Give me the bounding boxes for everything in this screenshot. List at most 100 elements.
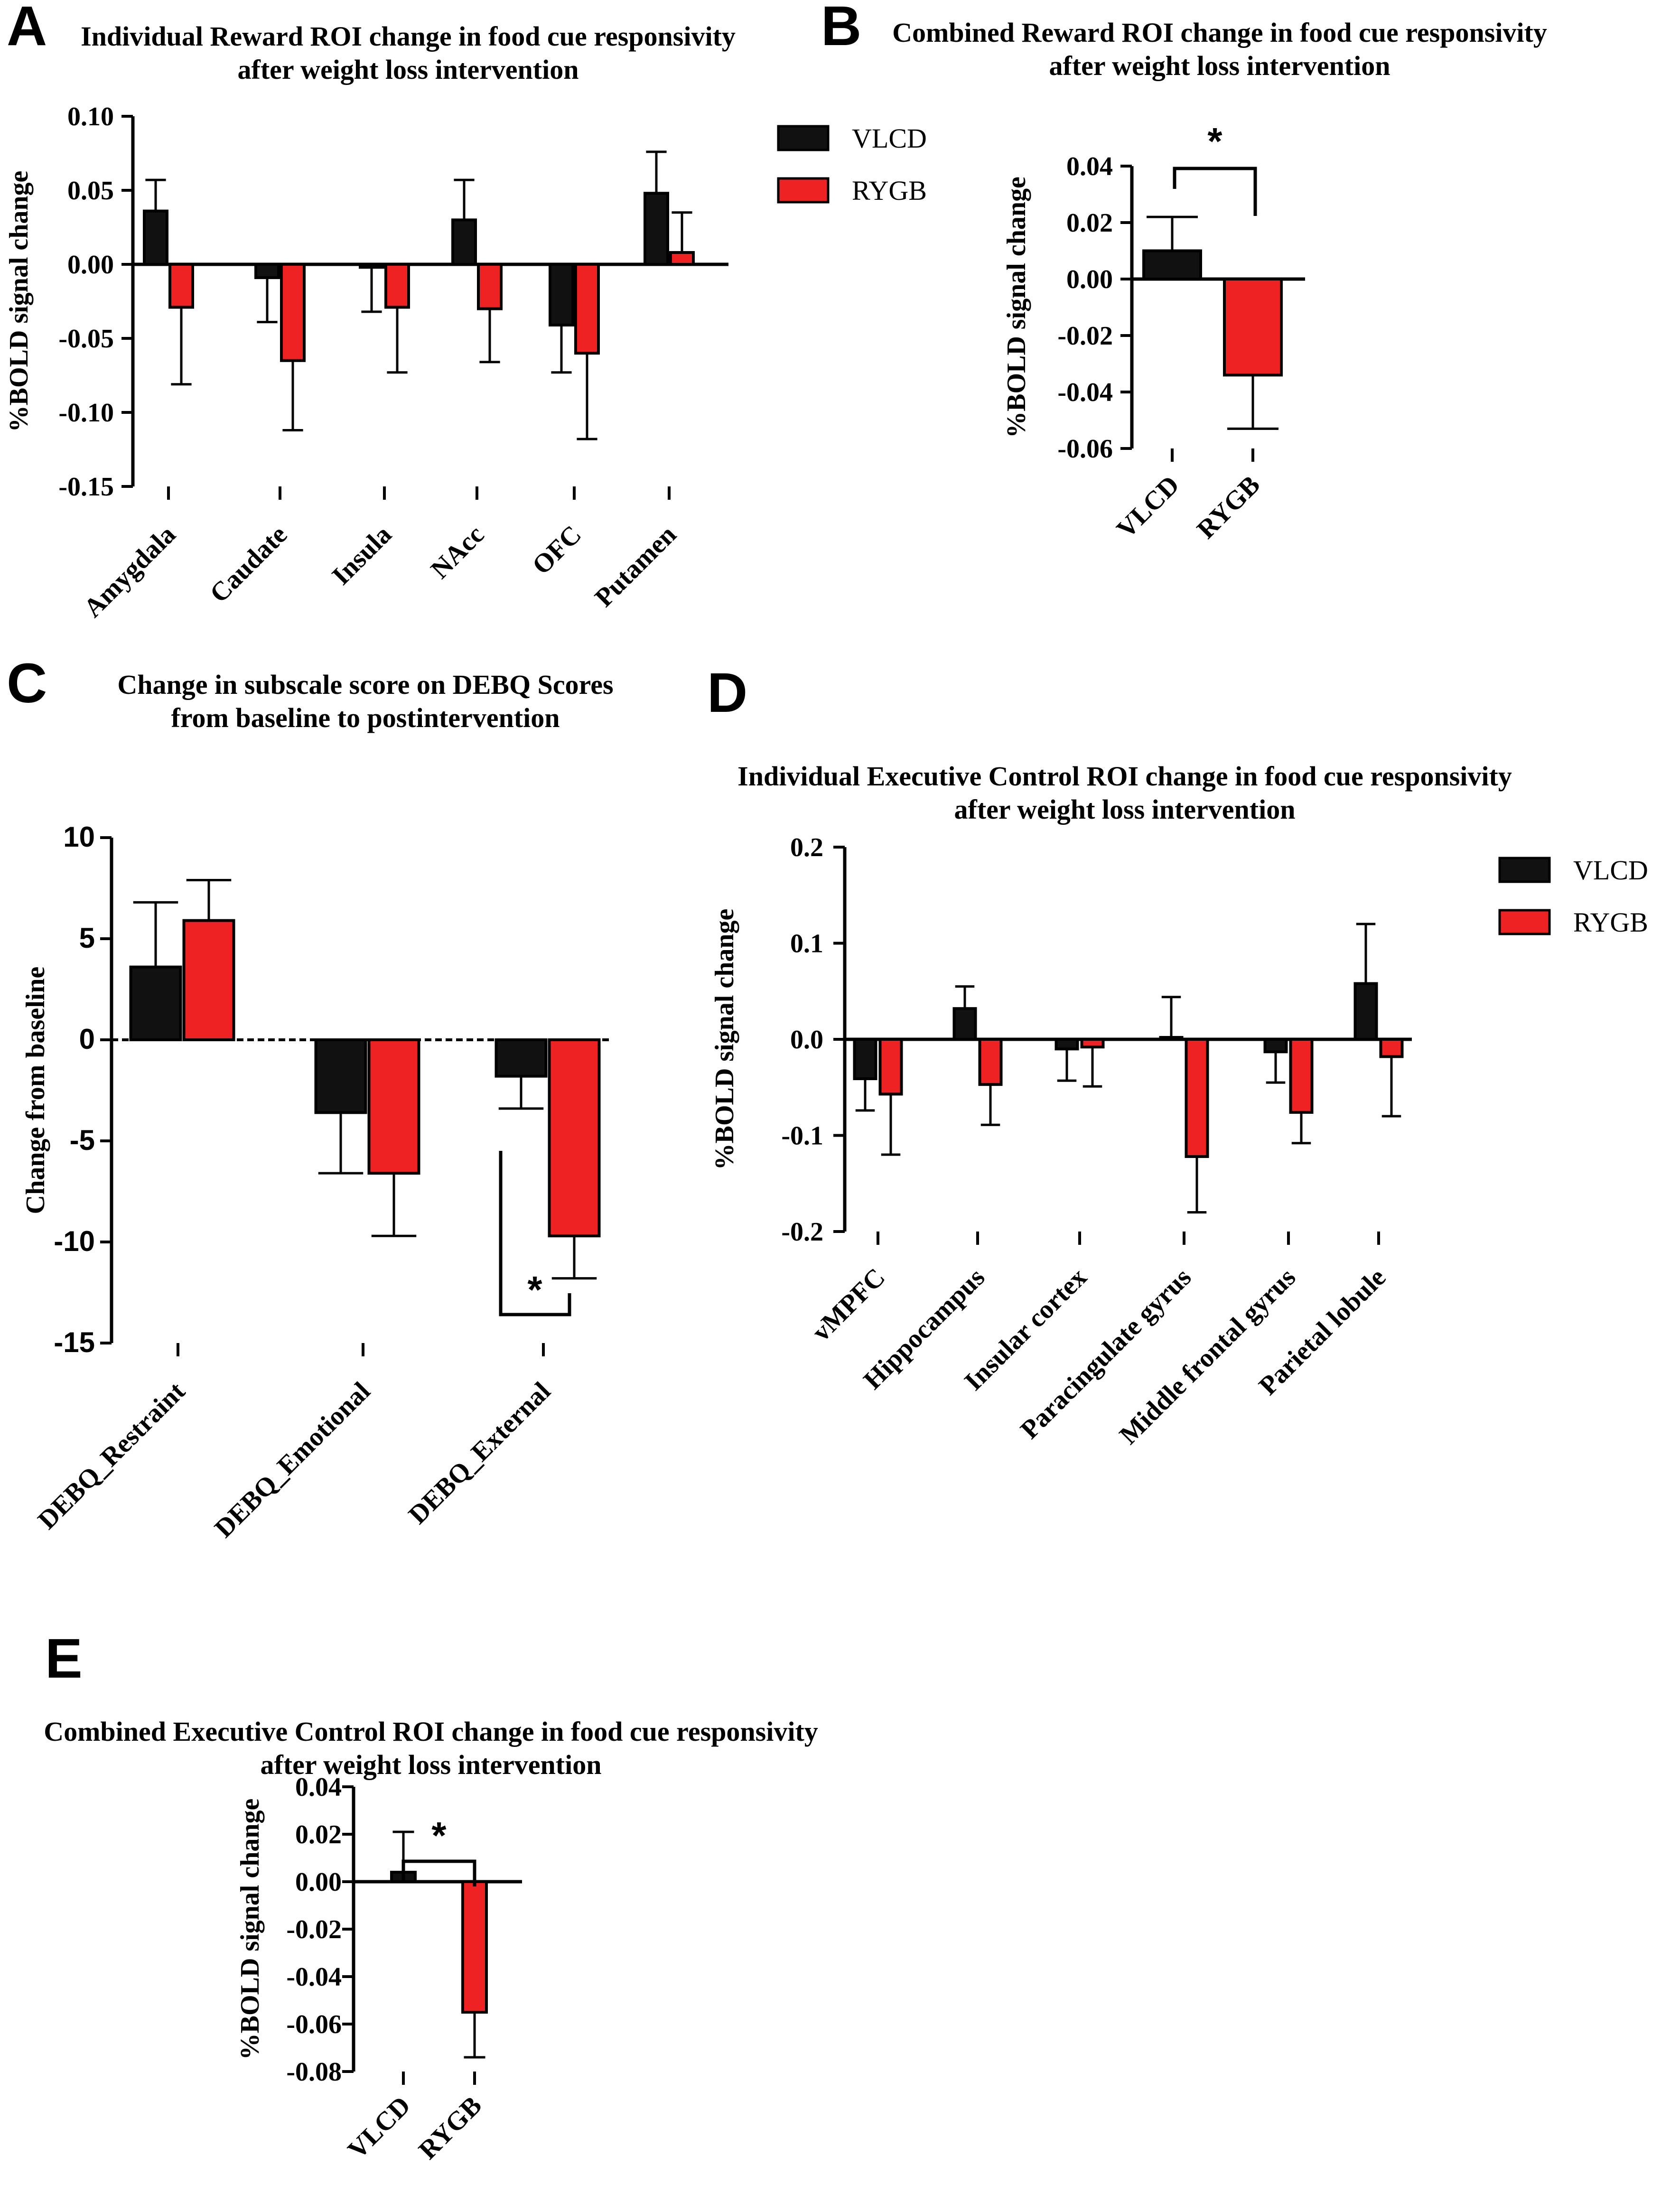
y-tick-label: 0.00 <box>1066 265 1113 294</box>
bar-vlcd <box>451 218 477 266</box>
legend-vlcd-swatch <box>777 125 830 151</box>
y-axis-label: %BOLD signal change <box>1002 177 1031 438</box>
x-category-label: Insula <box>327 520 398 591</box>
panel-e-chart: 0.04 0.02 0.00 -0.02 -0.04 -0.06 -0.08 %BOLD si… <box>235 1773 522 2165</box>
x-category-label: VLCD <box>1111 470 1185 544</box>
panel-a-title-line-1: Individual Reward ROI change in food cue… <box>81 21 736 52</box>
bar-vlcd <box>254 263 280 280</box>
panel-letter-e: E <box>45 1627 83 1690</box>
significance-bracket <box>499 1151 571 1316</box>
bar-vlcd <box>314 1038 367 1114</box>
x-category-label: Middle frontal gyrus <box>1114 1262 1301 1450</box>
panel-c-title: Change in subscale score on DEBQ Scores … <box>117 669 613 733</box>
panel-d-title-line-1: Individual Executive Control ROI change … <box>737 761 1512 792</box>
panel-c-title-line-1: Change in subscale score on DEBQ Scores <box>117 669 613 700</box>
x-category-label: DEBQ_Emotional <box>209 1376 376 1543</box>
bar-rygb <box>1223 278 1283 377</box>
y-tick-label: -0.08 <box>286 2057 342 2087</box>
panel-e-title-line-1: Combined Executive Control ROI change in… <box>44 1716 818 1747</box>
panel-e-title: Combined Executive Control ROI change in… <box>44 1716 818 1780</box>
y-tick-label: -0.05 <box>58 324 114 354</box>
y-tick-label: -0.04 <box>1057 378 1113 407</box>
bar-rygb <box>384 263 410 309</box>
bar-rygb <box>669 251 695 266</box>
panel-a-title: Individual Reward ROI change in food cue… <box>81 21 736 85</box>
x-category-label: Amygdala <box>78 520 182 623</box>
x-category-label: Paracingulate gyrus <box>1015 1262 1197 1445</box>
bar-vlcd <box>129 965 182 1042</box>
panel-d-title: Individual Executive Control ROI change … <box>737 761 1512 825</box>
y-tick-label: 0.02 <box>1066 208 1113 238</box>
bar-rygb <box>168 263 194 309</box>
panel-d-title-line-2: after weight loss intervention <box>954 794 1296 825</box>
y-axis-label: %BOLD signal change <box>235 1799 265 2060</box>
y-tick-label: -0.15 <box>58 472 114 502</box>
y-tick-label: -0.10 <box>58 398 114 428</box>
bar-vlcd <box>143 209 168 266</box>
y-tick-label: -0.02 <box>1057 321 1113 351</box>
panel-b-title: Combined Reward ROI change in food cue r… <box>892 17 1547 81</box>
significance-star: * <box>1207 120 1222 162</box>
y-tick-label: 0.00 <box>67 250 114 280</box>
y-tick-label: -5 <box>70 1124 95 1156</box>
panel-letter-c: C <box>7 652 47 715</box>
x-category-label: OFC <box>527 520 587 580</box>
legend-panel-d: VLCD RYGB <box>1498 855 1648 938</box>
panel-c-title-line-2: from baseline to postintervention <box>171 702 560 733</box>
y-tick-label: -10 <box>54 1225 95 1257</box>
panel-letter-b: B <box>821 0 861 57</box>
y-tick-label: 0.02 <box>295 1820 342 1849</box>
y-tick-label: -0.04 <box>286 1962 342 1992</box>
panel-b-chart: 0.04 0.02 0.00 -0.02 -0.04 -0.06 %BOLD signal … <box>1002 152 1305 544</box>
y-tick-label: 0.10 <box>67 102 114 131</box>
bar-vlcd <box>1353 982 1378 1041</box>
legend-vlcd-swatch <box>1498 857 1551 883</box>
y-tick-label: -15 <box>54 1326 95 1358</box>
bar-vlcd <box>359 263 384 269</box>
bar-rygb <box>367 1038 420 1175</box>
panel-a-chart: 0.10 0.05 0.00 -0.05 -0.10 -0.15 %BOLD signal … <box>4 102 728 623</box>
y-tick-label: 0.04 <box>1066 152 1113 181</box>
significance-star: * <box>527 1269 542 1311</box>
bar-vlcd <box>644 192 669 266</box>
significance-bracket <box>1173 167 1257 216</box>
bar-vlcd <box>1142 249 1202 280</box>
y-tick-label: -0.02 <box>286 1915 342 1944</box>
bar-rygb <box>548 1038 601 1238</box>
panel-e-title-line-2: after weight loss intervention <box>261 1749 602 1780</box>
bar-rygb <box>1289 1038 1314 1114</box>
bar-rygb <box>477 263 503 310</box>
bar-rygb <box>182 919 235 1042</box>
x-category-label: NAcc <box>425 520 490 584</box>
x-category-label: vMPFC <box>806 1262 891 1347</box>
bar-vlcd <box>853 1038 877 1081</box>
x-category-label: VLCD <box>342 2091 416 2165</box>
panel-c-chart: 10 5 0 -5 -10 -15 Change from baseline DEBQ_Res… <box>21 821 612 1543</box>
legend-vlcd-label: VLCD <box>852 123 927 154</box>
legend-vlcd-label: VLCD <box>1573 855 1648 886</box>
legend-rygb-swatch <box>1498 909 1551 935</box>
bar-rygb <box>461 1880 488 2014</box>
y-tick-label: 0.00 <box>295 1867 342 1897</box>
y-tick-label: -0.06 <box>1057 434 1113 464</box>
y-tick-label: 0.2 <box>790 833 823 862</box>
x-category-label: RYGB <box>413 2091 487 2165</box>
y-tick-label: 5 <box>79 922 95 954</box>
significance-star: * <box>431 1814 447 1857</box>
bar-rygb <box>1080 1038 1105 1049</box>
y-axis-label: %BOLD signal change <box>4 171 34 432</box>
bar-vlcd <box>952 1007 977 1041</box>
y-tick-label: -0.06 <box>286 2010 342 2039</box>
x-category-label: DEBQ_Restraint <box>32 1376 191 1535</box>
y-axis-label: Change from baseline <box>21 967 50 1214</box>
y-axis-label: %BOLD signal change <box>710 909 739 1170</box>
bar-vlcd <box>1054 1038 1079 1051</box>
panel-b-title-line-1: Combined Reward ROI change in food cue r… <box>892 17 1547 48</box>
legend-rygb-label: RYGB <box>1573 907 1648 938</box>
bar-rygb <box>978 1038 1003 1086</box>
significance-bracket <box>401 1859 476 1886</box>
panel-d-chart: 0.2 0.1 0.0 -0.1 -0.2 %BOLD signal change vMPF… <box>710 833 1412 1450</box>
y-tick-label: 0.0 <box>790 1025 823 1055</box>
y-tick-label: 0.1 <box>790 929 823 959</box>
bar-vlcd <box>495 1038 548 1078</box>
